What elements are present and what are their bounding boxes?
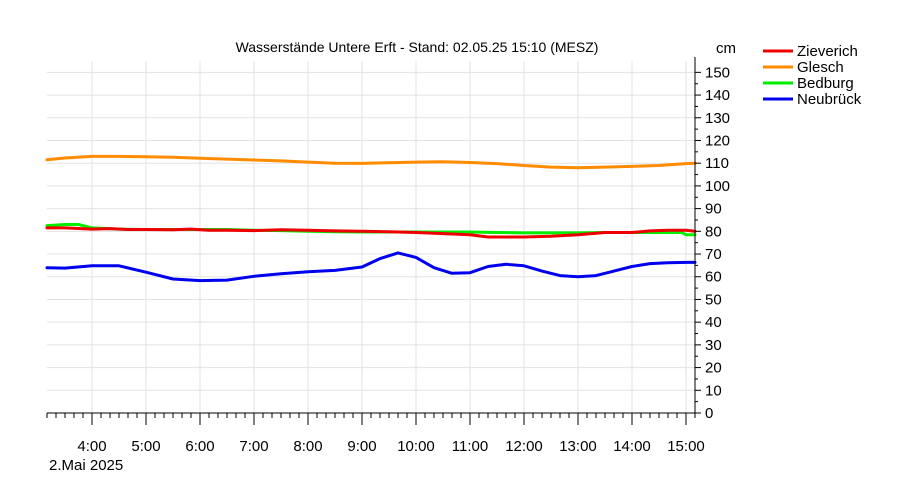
x-tick-label: 10:00: [397, 438, 435, 455]
grid-lines: [47, 61, 695, 413]
y-tick-label: 50: [705, 291, 722, 308]
y-axis-ticks: 0 10 20 30 40 50 60 70 80 90 100 110 120 130 140 150: [695, 64, 730, 422]
x-tick-label: 6:00: [185, 438, 214, 455]
legend-label: Zieverich: [797, 43, 858, 60]
series-line-glesch: [45, 154, 697, 170]
y-tick-label: 40: [705, 314, 722, 331]
x-tick-label: 13:00: [559, 438, 597, 455]
legend-label: Neubrück: [797, 91, 862, 108]
y-tick-label: 110: [705, 155, 729, 172]
y-tick-label: 20: [705, 360, 722, 377]
y-tick-label: 150: [705, 64, 730, 81]
series-line-neubrück: [45, 251, 697, 283]
y-tick-label: 120: [705, 132, 730, 149]
x-tick-label: 14:00: [613, 438, 651, 455]
y-axis-unit-label: cm: [716, 40, 736, 57]
y-tick-label: 80: [705, 223, 722, 240]
x-tick-label: 7:00: [239, 438, 268, 455]
x-tick-label: 4:00: [77, 438, 106, 455]
legend-label: Glesch: [797, 59, 844, 76]
date-label: 2.Mai 2025: [49, 457, 123, 474]
legend-label: Bedburg: [797, 75, 854, 92]
y-tick-label: 0: [705, 405, 713, 422]
x-tick-label: 5:00: [131, 438, 160, 455]
series-line-zieverich: [45, 226, 697, 239]
y-tick-label: 90: [705, 201, 722, 218]
x-tick-label: 9:00: [347, 438, 376, 455]
plot-background: [47, 61, 695, 413]
y-tick-label: 10: [705, 382, 722, 399]
series-lines: [45, 154, 697, 283]
y-tick-label: 140: [705, 87, 730, 104]
y-tick-label: 60: [705, 269, 722, 286]
y-tick-label: 100: [705, 178, 730, 195]
x-tick-label: 11:00: [452, 438, 488, 455]
y-tick-label: 30: [705, 337, 722, 354]
x-tick-label: 15:00: [667, 438, 705, 455]
x-tick-label: 12:00: [505, 438, 543, 455]
x-axis-ticks: 4:00 5:00 6:00 7:00 8:00 9:00 10:00 11:00 12:00 1…: [46, 413, 705, 455]
y-tick-label: 130: [705, 110, 730, 127]
x-tick-label: 8:00: [293, 438, 322, 455]
chart-title: Wasserstände Untere Erft - Stand: 02.05.…: [236, 39, 599, 55]
y-tick-label: 70: [705, 246, 722, 263]
